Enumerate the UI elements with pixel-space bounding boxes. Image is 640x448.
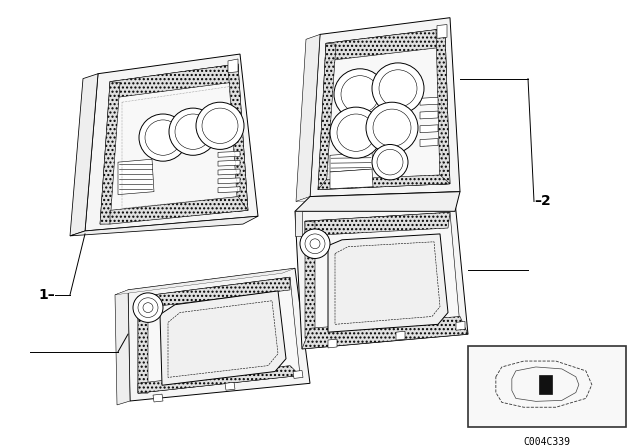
- Circle shape: [366, 102, 418, 153]
- Polygon shape: [115, 268, 295, 295]
- Circle shape: [300, 229, 330, 258]
- Polygon shape: [305, 212, 450, 236]
- Polygon shape: [218, 187, 240, 193]
- Polygon shape: [420, 97, 438, 105]
- Polygon shape: [295, 192, 460, 211]
- Polygon shape: [153, 394, 163, 402]
- Polygon shape: [110, 64, 238, 98]
- Circle shape: [330, 107, 382, 158]
- Polygon shape: [70, 216, 258, 236]
- Polygon shape: [138, 277, 290, 309]
- Polygon shape: [325, 29, 445, 61]
- Circle shape: [372, 63, 424, 114]
- Polygon shape: [218, 151, 240, 157]
- Polygon shape: [296, 34, 320, 202]
- Circle shape: [169, 108, 217, 155]
- Polygon shape: [128, 268, 310, 401]
- Circle shape: [133, 293, 163, 323]
- Polygon shape: [138, 366, 300, 393]
- Polygon shape: [85, 54, 258, 231]
- Polygon shape: [420, 125, 438, 133]
- Polygon shape: [328, 234, 448, 332]
- Polygon shape: [396, 331, 405, 340]
- Polygon shape: [305, 212, 460, 338]
- Polygon shape: [456, 321, 465, 330]
- Polygon shape: [228, 64, 248, 211]
- Polygon shape: [218, 178, 240, 184]
- Polygon shape: [225, 382, 235, 390]
- Polygon shape: [420, 138, 438, 146]
- Polygon shape: [110, 197, 248, 224]
- Polygon shape: [218, 169, 240, 175]
- Polygon shape: [118, 159, 154, 194]
- Polygon shape: [115, 290, 130, 405]
- Polygon shape: [318, 175, 450, 190]
- Polygon shape: [328, 339, 337, 348]
- Polygon shape: [70, 74, 98, 236]
- Polygon shape: [318, 29, 450, 190]
- Polygon shape: [228, 59, 238, 73]
- Circle shape: [196, 102, 244, 149]
- Polygon shape: [100, 64, 248, 224]
- Polygon shape: [302, 316, 468, 349]
- Polygon shape: [330, 169, 373, 189]
- Bar: [468, 346, 626, 426]
- Polygon shape: [310, 17, 460, 197]
- Text: –2: –2: [534, 194, 551, 208]
- Polygon shape: [420, 111, 438, 119]
- Circle shape: [334, 69, 386, 120]
- Polygon shape: [100, 82, 120, 224]
- Polygon shape: [138, 297, 148, 393]
- Polygon shape: [436, 29, 450, 185]
- Polygon shape: [295, 202, 468, 349]
- Circle shape: [139, 114, 187, 161]
- Polygon shape: [318, 43, 336, 190]
- Polygon shape: [160, 291, 286, 385]
- Polygon shape: [437, 25, 447, 39]
- Text: 1–: 1–: [38, 288, 55, 302]
- Polygon shape: [330, 152, 373, 172]
- Polygon shape: [293, 370, 303, 379]
- Polygon shape: [305, 221, 315, 338]
- Polygon shape: [138, 277, 300, 393]
- Text: C004C339: C004C339: [524, 437, 570, 448]
- Circle shape: [372, 144, 408, 180]
- Polygon shape: [296, 192, 460, 202]
- Polygon shape: [539, 375, 552, 395]
- Polygon shape: [218, 160, 240, 166]
- Polygon shape: [295, 211, 302, 236]
